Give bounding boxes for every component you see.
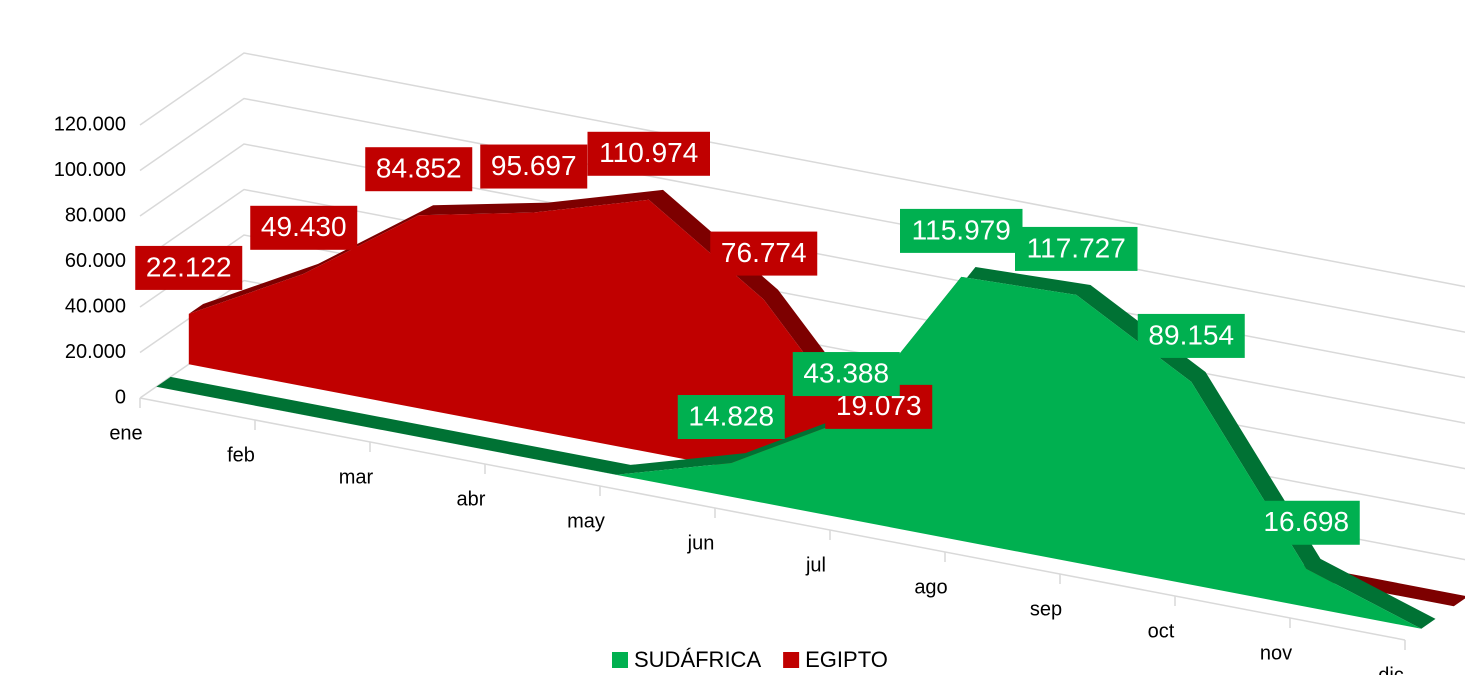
y-tick-label: 60.000 <box>65 250 126 272</box>
data-label: 76.774 <box>721 237 807 268</box>
data-label-box <box>480 144 588 189</box>
data-label: 84.852 <box>376 153 462 184</box>
data-label: 117.727 <box>1027 232 1126 263</box>
x-tick-label: mar <box>339 466 374 488</box>
y-tick-label: 40.000 <box>65 295 126 317</box>
data-label-box <box>1137 313 1245 358</box>
x-tick-label: may <box>567 510 605 532</box>
data-label: 115.979 <box>912 214 1011 245</box>
data-label-box <box>365 147 473 192</box>
x-tick-label: ene <box>109 422 142 444</box>
data-label-box <box>135 245 243 290</box>
data-label-box <box>250 205 358 250</box>
x-tick-label: jul <box>805 554 826 576</box>
x-tick-label: jun <box>687 532 715 554</box>
y-tick-label: 100.000 <box>54 159 126 181</box>
y-tick-label: 80.000 <box>65 204 126 226</box>
data-label: 43.388 <box>803 357 889 388</box>
x-tick-label: sep <box>1030 598 1062 620</box>
legend-label: EGIPTO <box>805 647 888 672</box>
y-tick-label: 0 <box>115 386 126 408</box>
legend-swatch <box>612 652 628 668</box>
area-face <box>188 199 1454 607</box>
legend-swatch <box>783 652 800 668</box>
legend-label: SUDÁFRICA <box>634 647 761 672</box>
data-label: 89.154 <box>1148 319 1234 350</box>
x-tick-label: nov <box>1260 642 1292 664</box>
data-label-box <box>710 231 818 276</box>
data-label-box <box>677 395 785 440</box>
data-label-box <box>792 352 900 397</box>
data-label: 16.698 <box>1263 506 1349 537</box>
grid-line <box>139 52 1465 288</box>
data-label-box <box>1015 226 1138 271</box>
y-tick-label: 120.000 <box>54 113 126 135</box>
y-tick-label: 20.000 <box>65 341 126 363</box>
x-tick-label: dic <box>1378 664 1404 675</box>
area-face <box>156 276 1422 629</box>
data-label: 14.828 <box>688 400 774 431</box>
data-label-box <box>1252 500 1360 545</box>
x-axis <box>139 397 1406 641</box>
x-tick-label: ago <box>914 576 947 598</box>
data-label-box <box>900 208 1023 253</box>
data-label: 110.974 <box>599 137 698 168</box>
data-label: 22.122 <box>146 251 232 282</box>
x-tick-label: feb <box>227 444 255 466</box>
x-tick-label: oct <box>1148 620 1175 642</box>
data-label: 49.430 <box>261 211 347 242</box>
data-label-box <box>587 131 710 176</box>
x-tick-label: abr <box>457 488 486 510</box>
data-label: 95.697 <box>491 150 577 181</box>
